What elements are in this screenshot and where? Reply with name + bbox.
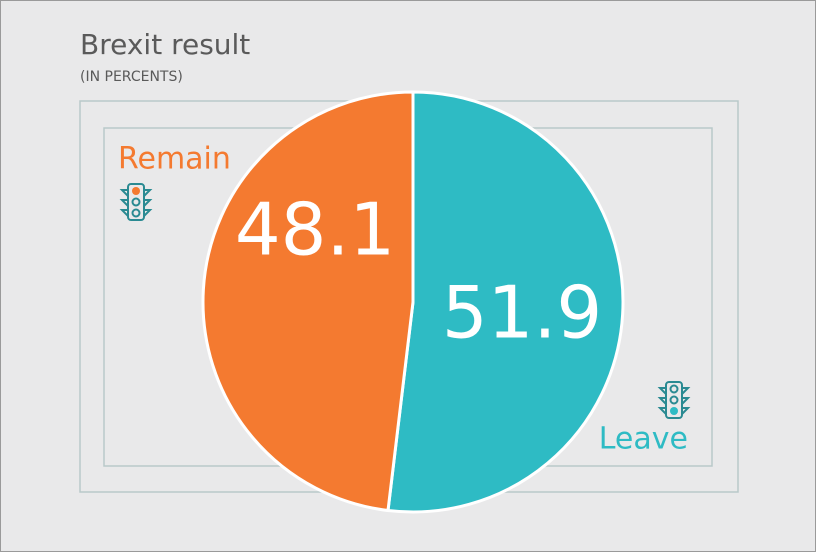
value-label: 51.9 xyxy=(442,271,602,355)
pie-slice xyxy=(201,90,415,513)
pie-slice xyxy=(386,90,625,514)
leave-icon xyxy=(657,381,691,419)
value-label: 48.1 xyxy=(235,188,395,272)
legend-label: Leave xyxy=(599,422,688,457)
chart-title: Brexit result xyxy=(80,28,250,61)
remain-icon xyxy=(119,183,153,221)
chart-subtitle: (IN PERCENTS) xyxy=(80,69,183,85)
legend-label: Remain xyxy=(118,142,231,177)
